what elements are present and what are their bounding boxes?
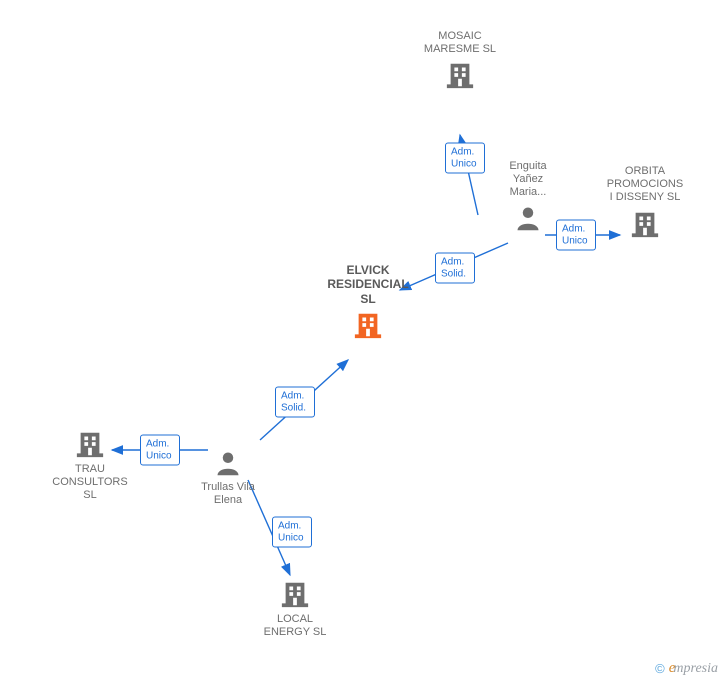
footer-credit: © empresia bbox=[655, 660, 718, 677]
building-icon bbox=[400, 60, 520, 90]
edge-label: Adm. Unico bbox=[140, 435, 180, 466]
node-trau[interactable]: TRAU CONSULTORS SL bbox=[30, 425, 150, 503]
node-trullas[interactable]: Trullas Vila Elena bbox=[168, 445, 288, 507]
edge-label: Adm. Unico bbox=[272, 517, 312, 548]
edge-label: Adm. Unico bbox=[556, 220, 596, 251]
node-label: TRAU CONSULTORS SL bbox=[30, 463, 150, 503]
copyright-symbol: © bbox=[655, 661, 665, 676]
building-icon bbox=[30, 429, 150, 459]
node-elvick[interactable]: ELVICK RESIDENCIAL SL bbox=[308, 263, 428, 344]
node-local[interactable]: LOCAL ENERGY SL bbox=[235, 575, 355, 639]
edge-label: Adm. Solid. bbox=[435, 253, 475, 284]
node-label: MOSAIC MARESME SL bbox=[400, 30, 520, 56]
diagram-canvas: © empresia MOSAIC MARESME SL ORBITA PROM… bbox=[0, 0, 728, 685]
building-icon bbox=[308, 310, 428, 340]
node-label: ORBITA PROMOCIONS I DISSENY SL bbox=[585, 165, 705, 205]
node-mosaic[interactable]: MOSAIC MARESME SL bbox=[400, 30, 520, 94]
building-icon bbox=[235, 579, 355, 609]
edge-label: Adm. Unico bbox=[445, 143, 485, 174]
node-label: ELVICK RESIDENCIAL SL bbox=[308, 263, 428, 306]
node-orbita[interactable]: ORBITA PROMOCIONS I DISSENY SL bbox=[585, 165, 705, 243]
edge-label: Adm. Solid. bbox=[275, 387, 315, 418]
node-label: LOCAL ENERGY SL bbox=[235, 613, 355, 639]
node-label: Trullas Vila Elena bbox=[168, 481, 288, 507]
building-icon bbox=[585, 209, 705, 239]
brand-rest: mpresia bbox=[673, 661, 718, 676]
person-icon bbox=[168, 449, 288, 477]
node-label: Enguita Yañez Maria... bbox=[468, 160, 588, 200]
